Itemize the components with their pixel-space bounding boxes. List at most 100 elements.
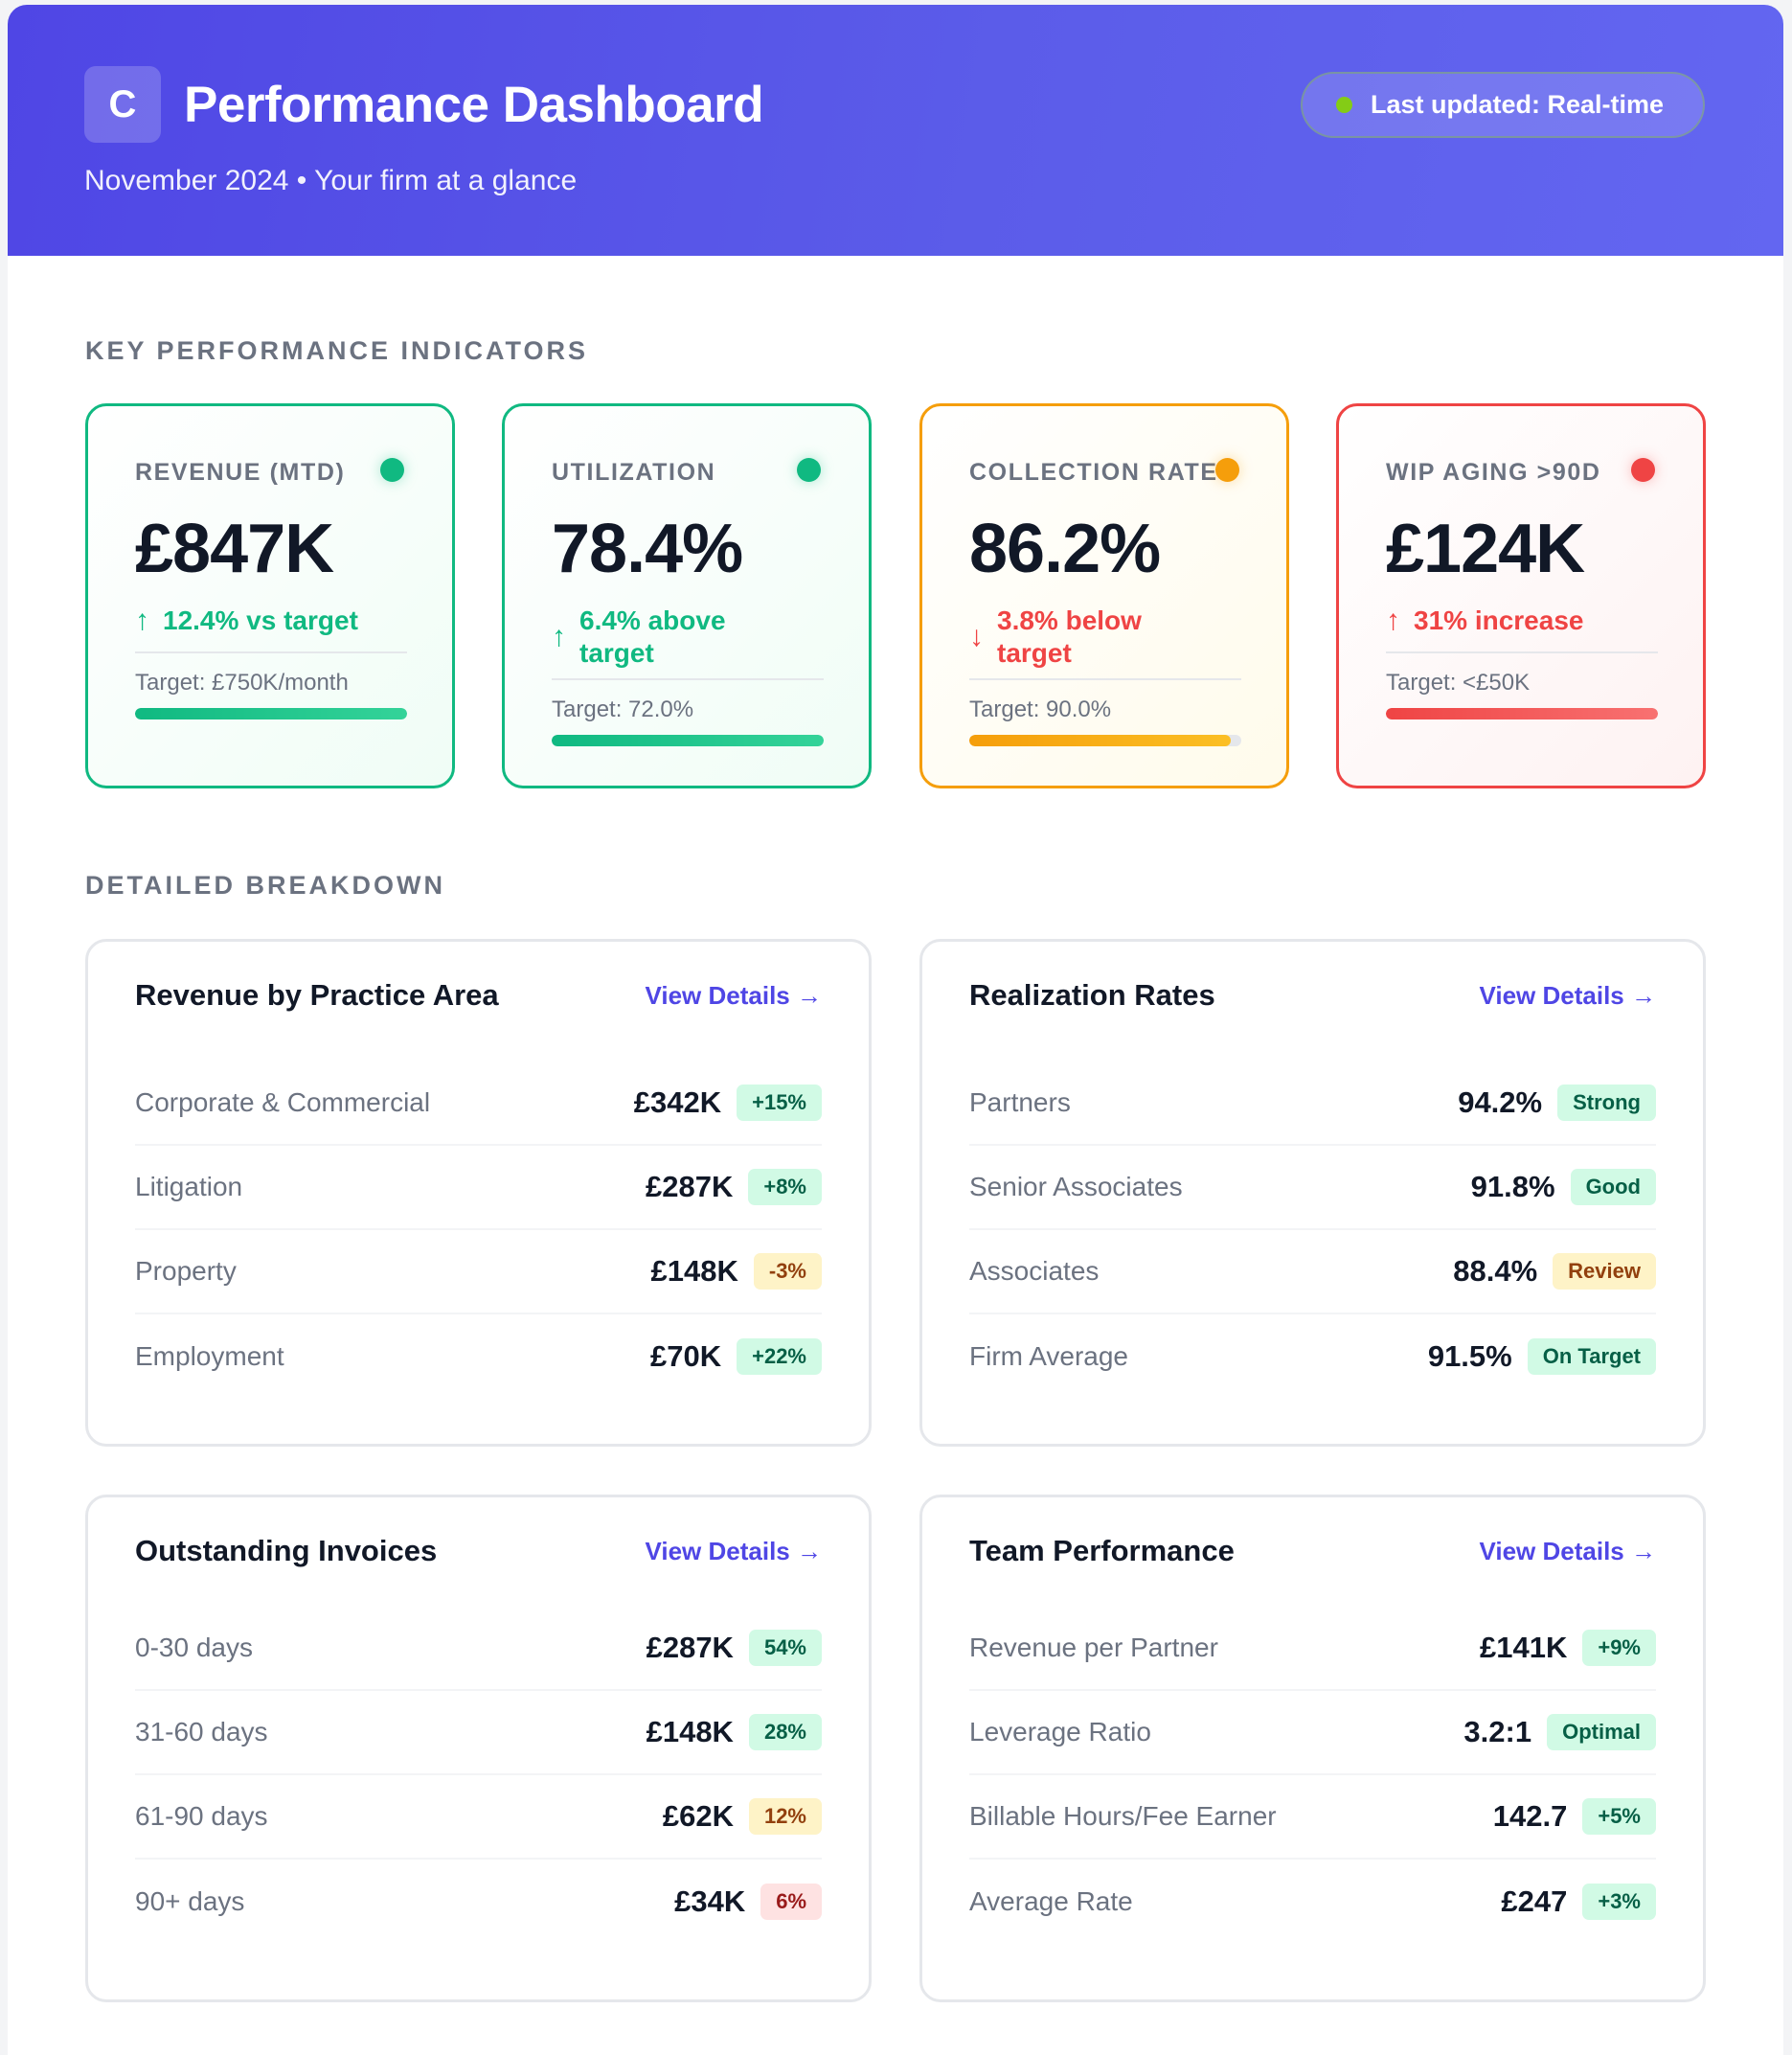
row-value: £287K (645, 1170, 734, 1203)
kpi-target: Target: <£50K (1386, 670, 1531, 696)
panel-team-performance: Team Performance View Details → Revenue … (919, 1495, 1706, 2002)
row-label: 61-90 days (135, 1801, 268, 1831)
kpi-label: REVENUE (MTD) (135, 459, 346, 486)
status-badge: Good (1570, 1169, 1656, 1205)
list-item: Average Rate £247 +3% (969, 1860, 1656, 1944)
list-item: Partners 94.2% Strong (969, 1062, 1656, 1146)
kpi-card-collection-rate[interactable]: COLLECTION RATE 86.2% ↓ 3.8% below targe… (919, 403, 1289, 788)
change-badge: -3% (753, 1253, 822, 1290)
change-badge: +3% (1582, 1884, 1656, 1920)
page-subtitle: November 2024 • Your firm at a glance (84, 165, 578, 196)
kpi-section-heading: KEY PERFORMANCE INDICATORS (85, 336, 589, 365)
kpi-card-wip-aging[interactable]: WIP AGING >90D £124K ↑ 31% increase Targ… (1336, 403, 1706, 788)
row-label: Litigation (135, 1172, 243, 1201)
divider (135, 651, 407, 653)
panel-rows: 0-30 days £287K 54% 31-60 days £148K 28%… (135, 1607, 822, 1944)
firm-logo: C (84, 66, 161, 143)
page-title: Performance Dashboard (184, 77, 764, 133)
change-badge: +22% (737, 1338, 822, 1375)
list-item: Litigation £287K +8% (135, 1146, 822, 1230)
last-updated-text: Last updated: Real-time (1371, 90, 1665, 119)
arrow-up-icon: ↑ (1386, 605, 1400, 636)
live-status-dot-icon (1336, 97, 1352, 113)
arrow-up-icon: ↑ (135, 605, 149, 636)
row-label: Employment (135, 1341, 284, 1371)
view-details-link[interactable]: View Details → (1479, 1537, 1657, 1565)
row-label: Corporate & Commercial (135, 1087, 431, 1117)
panel-title: Outstanding Invoices (135, 1534, 438, 1567)
kpi-progress-bar (969, 735, 1241, 746)
kpi-card-revenue[interactable]: REVENUE (MTD) £847K ↑ 12.4% vs target Ta… (85, 403, 455, 788)
row-value: £247 (1501, 1884, 1568, 1918)
panel-title: Realization Rates (969, 978, 1215, 1012)
row-value: £70K (650, 1339, 722, 1373)
panel-revenue-by-practice-area: Revenue by Practice Area View Details → … (85, 939, 872, 1447)
kpi-progress-bar (135, 708, 407, 719)
kpi-cards: REVENUE (MTD) £847K ↑ 12.4% vs target Ta… (85, 403, 1706, 788)
list-item: 90+ days £34K 6% (135, 1860, 822, 1944)
share-badge: 6% (760, 1884, 822, 1920)
row-label: Property (135, 1256, 237, 1286)
dashboard-container: C Performance Dashboard November 2024 • … (8, 5, 1783, 2055)
kpi-value: £124K (1386, 511, 1585, 587)
row-label: 31-60 days (135, 1717, 268, 1747)
row-value: £34K (674, 1884, 746, 1918)
divider (969, 678, 1241, 680)
kpi-label: UTILIZATION (552, 459, 716, 486)
kpi-progress-fill (552, 735, 824, 746)
last-updated-badge: Last updated: Real-time (1301, 72, 1705, 138)
panel-realization-rates: Realization Rates View Details → Partner… (919, 939, 1706, 1447)
row-label: Revenue per Partner (969, 1633, 1218, 1662)
list-item: 0-30 days £287K 54% (135, 1607, 822, 1691)
panel-outstanding-invoices: Outstanding Invoices View Details → 0-30… (85, 1495, 872, 2002)
change-badge: +9% (1582, 1630, 1656, 1666)
panel-title: Team Performance (969, 1534, 1235, 1567)
list-item: Leverage Ratio 3.2:1 Optimal (969, 1691, 1656, 1775)
row-value: £62K (662, 1799, 734, 1833)
row-label: 0-30 days (135, 1633, 253, 1662)
row-label: Associates (969, 1256, 1100, 1286)
row-label: 90+ days (135, 1886, 245, 1916)
status-badge: On Target (1527, 1338, 1656, 1375)
row-label: Partners (969, 1087, 1071, 1117)
row-label: Average Rate (969, 1886, 1133, 1916)
row-value: 94.2% (1458, 1085, 1543, 1119)
logo-letter: C (108, 82, 137, 126)
status-badge: Strong (1557, 1085, 1656, 1121)
panel-rows: Revenue per Partner £141K +9% Leverage R… (969, 1607, 1656, 1944)
kpi-value: 86.2% (969, 511, 1161, 587)
status-dot-icon (380, 458, 404, 482)
share-badge: 54% (748, 1630, 822, 1666)
status-dot-icon (1215, 458, 1239, 482)
kpi-delta: ↑ 31% increase (1386, 605, 1658, 637)
row-value: £141K (1479, 1631, 1568, 1664)
share-badge: 12% (748, 1798, 822, 1835)
kpi-delta-text: 6.4% above target (579, 605, 726, 668)
kpi-card-utilization[interactable]: UTILIZATION 78.4% ↑ 6.4% above target Ta… (502, 403, 872, 788)
list-item: Associates 88.4% Review (969, 1230, 1656, 1314)
kpi-label: WIP AGING >90D (1386, 459, 1601, 486)
kpi-value: £847K (135, 511, 334, 587)
view-details-link[interactable]: View Details → (1479, 981, 1657, 1010)
row-value: 142.7 (1492, 1799, 1568, 1833)
row-label: Firm Average (969, 1341, 1128, 1371)
divider (552, 678, 824, 680)
row-label: Leverage Ratio (969, 1717, 1151, 1747)
view-details-link[interactable]: View Details → (645, 1537, 823, 1565)
row-value: 3.2:1 (1463, 1715, 1532, 1748)
kpi-delta-text: 31% increase (1414, 605, 1584, 635)
panel-rows: Corporate & Commercial £342K +15% Litiga… (135, 1062, 822, 1399)
kpi-value: 78.4% (552, 511, 743, 587)
row-value: £342K (633, 1085, 722, 1119)
arrow-down-icon: ↓ (969, 621, 984, 652)
row-value: £148K (650, 1254, 738, 1288)
list-item: Firm Average 91.5% On Target (969, 1314, 1656, 1399)
status-badge: Review (1553, 1253, 1656, 1290)
kpi-target: Target: 72.0% (552, 696, 694, 722)
kpi-delta-text: 3.8% below target (997, 605, 1142, 668)
list-item: Property £148K -3% (135, 1230, 822, 1314)
list-item: Senior Associates 91.8% Good (969, 1146, 1656, 1230)
view-details-link[interactable]: View Details → (645, 981, 823, 1010)
kpi-delta: ↑ 6.4% above target (552, 605, 824, 670)
kpi-progress-fill (969, 735, 1231, 746)
